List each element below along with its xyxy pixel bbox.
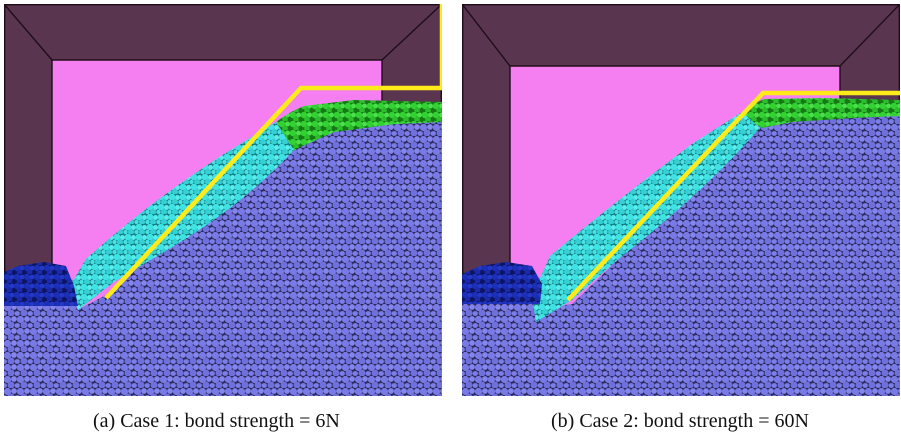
caption-case-1: (a) Case 1: bond strength = 6N — [93, 410, 340, 433]
panel-case-1 — [4, 4, 442, 396]
blue-particle-cluster — [4, 262, 78, 306]
caption-case-2: (b) Case 2: bond strength = 60N — [551, 410, 809, 433]
panel-case-2 — [462, 4, 900, 396]
